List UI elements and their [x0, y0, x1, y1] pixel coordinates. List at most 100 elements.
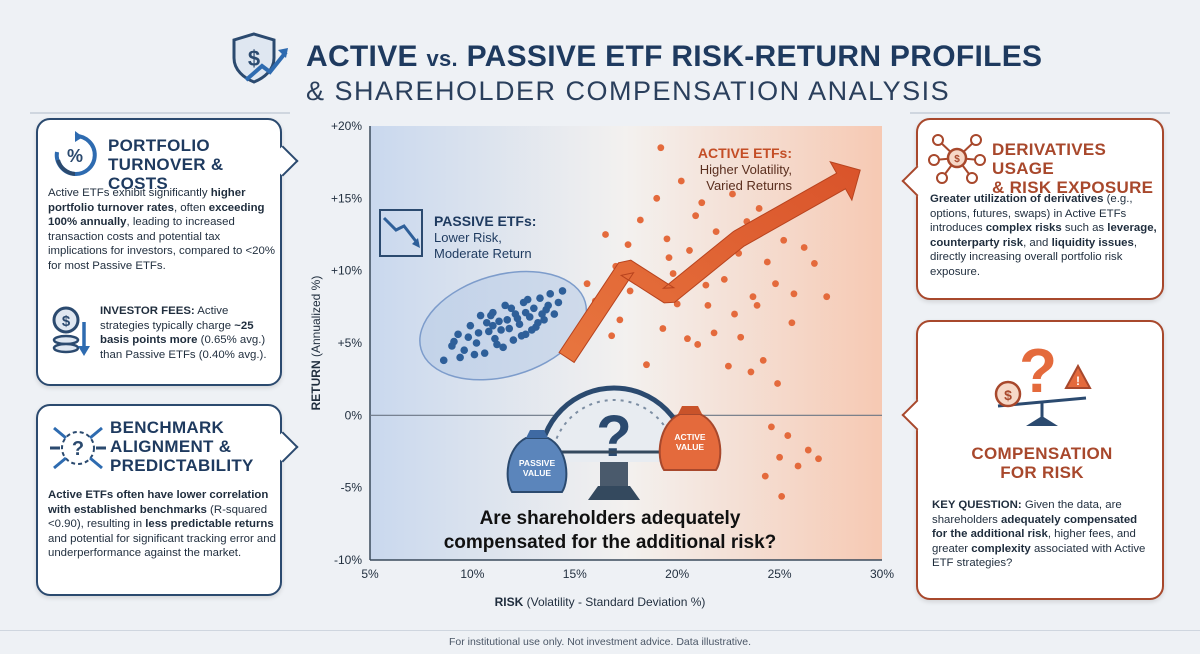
- passive-point: [454, 330, 462, 339]
- active-point: [774, 380, 781, 387]
- svg-text:?: ?: [72, 438, 84, 460]
- active-point: [778, 492, 786, 500]
- passive-point: [482, 318, 491, 327]
- x-tick-label: 25%: [768, 567, 792, 581]
- passive-point: [491, 334, 499, 343]
- active-point: [673, 300, 681, 308]
- passive-label-line3: Moderate Return: [434, 246, 532, 261]
- active-point: [665, 254, 673, 262]
- page-title: ACTIVE vs. PASSIVE ETF RISK-RETURN PROFI…: [306, 40, 1043, 73]
- active-point: [749, 293, 757, 301]
- passive-point: [493, 340, 501, 349]
- shield-dollar-trend-icon: $: [232, 32, 288, 84]
- passive-point: [558, 287, 567, 295]
- passive-point: [505, 324, 514, 333]
- active-point: [780, 236, 788, 244]
- passive-point: [534, 318, 542, 327]
- passive-point: [476, 311, 485, 320]
- turnover-card: % PORTFOLIO TURNOVER & COSTS Active ETFs…: [36, 118, 282, 386]
- active-point: [811, 260, 818, 267]
- passive-point: [489, 321, 497, 330]
- svg-text:VALUE: VALUE: [523, 468, 552, 478]
- header: $ ACTIVE vs. PASSIVE ETF RISK-RETURN PRO…: [0, 14, 1200, 106]
- risk-return-chart: PASSIVE ETFs: Lower Risk, Moderate Retur…: [300, 118, 900, 618]
- benchmark-text: Active ETFs often have lower correlation…: [48, 489, 276, 560]
- investor-fees-text: INVESTOR FEES: Active strategies typical…: [100, 305, 267, 361]
- trend-down-icon: [379, 209, 423, 257]
- active-point: [694, 341, 702, 348]
- active-point: [788, 319, 796, 327]
- svg-text:$: $: [954, 154, 960, 165]
- active-point: [755, 205, 763, 212]
- active-point: [784, 432, 792, 439]
- y-axis-ticks: +20% +15% +10% +5% 0% -5% -10%: [331, 119, 362, 567]
- passive-point: [472, 339, 481, 347]
- scatter-chart-svg: PASSIVE ETFs: Lower Risk, Moderate Retur…: [309, 119, 894, 609]
- x-axis-ticks: 5% 10% 15% 20% 25% 30%: [361, 567, 894, 581]
- page-subtitle: & SHAREHOLDER COMPENSATION ANALYSIS: [306, 76, 951, 106]
- active-point: [616, 316, 624, 324]
- x-tick-label: 5%: [361, 567, 379, 581]
- active-point: [602, 231, 609, 238]
- y-tick-label: -5%: [341, 481, 363, 495]
- compensation-title: COMPENSATION FOR RISK: [971, 444, 1113, 482]
- active-point: [772, 280, 779, 288]
- benchmark-card: ? BENCHMARK ALIGNMENT & PREDICTABILITY A…: [36, 404, 282, 596]
- passive-point: [499, 343, 507, 352]
- y-tick-label: -10%: [334, 553, 362, 567]
- active-label-line2: Higher Volatility,: [700, 162, 792, 177]
- passive-value-bag-icon: PASSIVE VALUE: [506, 430, 568, 493]
- active-point: [800, 244, 808, 251]
- y-axis-title: RETURN (Annualized %): [309, 276, 323, 411]
- passive-point: [530, 304, 538, 313]
- passive-point: [439, 356, 448, 365]
- active-point: [684, 335, 691, 343]
- passive-point: [550, 310, 559, 318]
- passive-point: [517, 331, 526, 340]
- active-point: [737, 333, 745, 341]
- active-point: [659, 325, 667, 332]
- chart-question-line1: Are shareholders adequately: [480, 508, 741, 529]
- balance-scale-illustration: ? PASSIVE VALUE ACTIVE VALUE: [506, 385, 722, 500]
- passive-point: [509, 336, 518, 344]
- x-axis-title: RISK (Volatility - Standard Deviation %): [495, 595, 706, 609]
- active-point: [768, 423, 775, 431]
- chart-question-line2: compensated for the additional risk?: [444, 532, 777, 553]
- active-point: [815, 455, 822, 463]
- footer-divider: [0, 630, 1200, 631]
- active-point: [653, 194, 661, 202]
- passive-point: [513, 314, 522, 323]
- y-tick-label: 0%: [345, 408, 363, 422]
- svg-text:!: !: [1076, 374, 1080, 388]
- svg-text:PASSIVE: PASSIVE: [519, 458, 556, 468]
- passive-point: [546, 290, 555, 298]
- active-point: [663, 235, 671, 243]
- svg-text:VALUE: VALUE: [676, 442, 705, 452]
- active-point: [725, 362, 732, 370]
- passive-point: [497, 326, 505, 334]
- active-point: [710, 329, 718, 337]
- y-tick-label: +10%: [331, 264, 362, 278]
- active-point: [731, 310, 738, 318]
- passive-label: PASSIVE ETFs: Lower Risk, Moderate Retur…: [379, 209, 536, 261]
- turnover-text: Active ETFs exhibit significantly higher…: [48, 187, 275, 272]
- passive-point: [474, 329, 483, 337]
- passive-point: [515, 320, 524, 328]
- active-point: [763, 258, 771, 266]
- active-point: [624, 241, 632, 249]
- passive-point: [484, 327, 493, 336]
- svg-text:ACTIVE: ACTIVE: [674, 432, 706, 442]
- target-arrows-icon: ?: [50, 426, 106, 470]
- x-tick-label: 15%: [563, 567, 587, 581]
- passive-point: [523, 295, 532, 304]
- scale-question-icon: ? $ !: [994, 337, 1092, 426]
- active-label-title: ACTIVE ETFs:: [698, 145, 792, 161]
- active-point: [759, 356, 767, 364]
- passive-label-line2: Lower Risk,: [434, 230, 502, 245]
- derivatives-title: DERIVATIVES USAGE & RISK EXPOSURE: [992, 140, 1154, 197]
- passive-point: [544, 301, 552, 310]
- passive-points: [439, 287, 567, 365]
- benchmark-title: BENCHMARK ALIGNMENT & PREDICTABILITY: [110, 418, 254, 475]
- compensation-text: KEY QUESTION: Given the data, are shareh…: [932, 499, 1146, 570]
- active-value-bag-icon: ACTIVE VALUE: [658, 406, 722, 471]
